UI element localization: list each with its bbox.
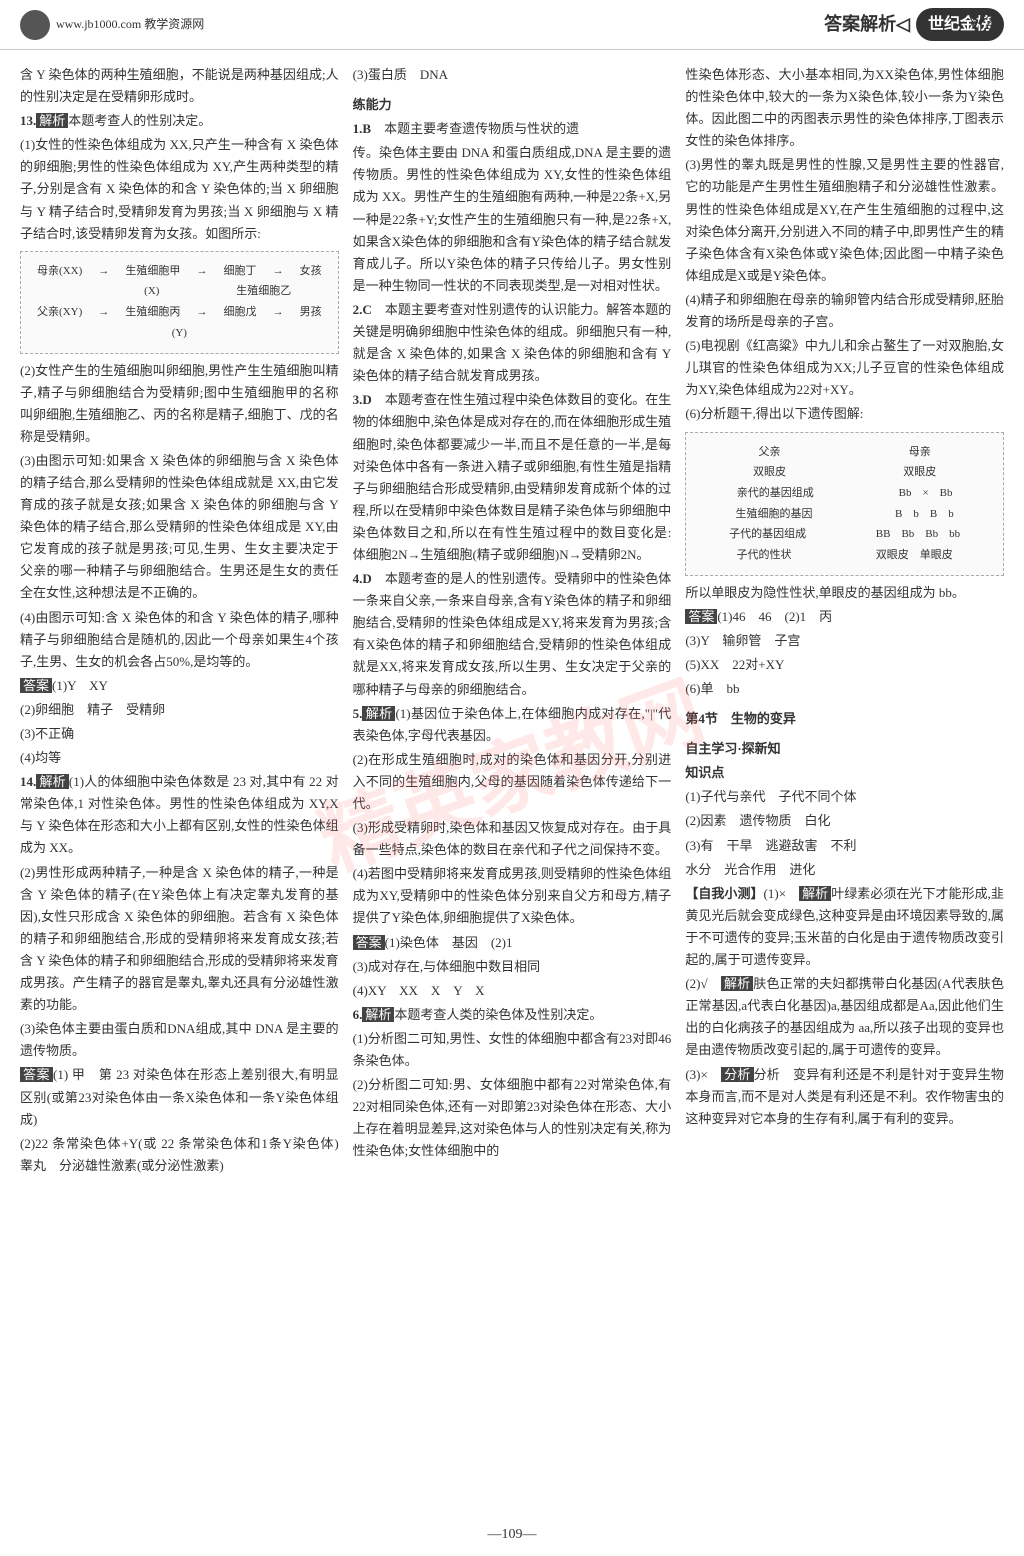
page-header: www.jb1000.com 教学资源网 答案解析 ◁ 世纪金榜 <box>0 0 1024 50</box>
zhishi-2: (2)因素 遗传物质 白化 <box>685 810 1004 832</box>
q14: 14.解析(1)人的体细胞中染色体数是 23 对,其中有 22 对常染色体,1 … <box>20 771 339 859</box>
p2: 2.C 本题主要考查对性别遗传的认识能力。解答本题的关键是明确卵细胞中性染色体的… <box>353 299 672 387</box>
zhishi: 知识点 <box>685 762 1004 784</box>
subtitle: 自主学习·探新知 <box>685 738 1004 760</box>
conclusion: 所以单眼皮为隐性性状,单眼皮的基因组成为 bb。 <box>685 582 1004 604</box>
ans14-3: (3)蛋白质 DNA <box>353 64 672 86</box>
p5-4: (4)若图中受精卵将来发育成男孩,则受精卵的性染色体组成为XY,受精卵中的性染色… <box>353 863 672 929</box>
ans6-3: (5)XX 22对+XY <box>685 654 1004 676</box>
ans5-2: (3)成对存在,与体细胞中数目相同 <box>353 956 672 978</box>
ans5: 答案(1)染色体 基因 (2)1 <box>353 932 672 954</box>
p5: 5.解析(1)基因位于染色体上,在体细胞内成对存在,"|"代表染色体,字母代表基… <box>353 703 672 747</box>
c2-intro: 传。染色体主要由 DNA 和蛋白质组成,DNA 是主要的遗传物质。男性的性染色体… <box>353 142 672 297</box>
zhishi-4: 水分 光合作用 进化 <box>685 859 1004 881</box>
title-left: 答案解析 <box>824 10 896 39</box>
ans5-3: (4)XY XX X Y X <box>353 980 672 1002</box>
p5-3: (3)形成受精卵时,染色体和基因又恢复成对存在。由于具备一些特点,染色体的数目在… <box>353 817 672 861</box>
page-number: —109— <box>0 1524 1024 1546</box>
p6-1: (1)分析图二可知,男性、女性的体细胞中都含有23对即46条染色体。 <box>353 1028 672 1072</box>
q13-2: (2)女性产生的生殖细胞叫卵细胞,男性产生生殖细胞叫精子,精子与卵细胞结合为受精… <box>20 360 339 448</box>
ans6-2: (3)Y 输卵管 子宫 <box>685 630 1004 652</box>
q14-3: (3)染色体主要由蛋白质和DNA组成,其中 DNA 是主要的遗传物质。 <box>20 1018 339 1062</box>
p4: 4.D 本题考查的是人的性别遗传。受精卵中的性染色体一条来自父亲,一条来自母亲,… <box>353 568 672 701</box>
q13-1: (1)女性的性染色体组成为 XX,只产生一种含有 X 染色体的卵细胞;男性的性染… <box>20 134 339 244</box>
diagram1: 母亲(XX)→生殖细胞甲→细胞丁→女孩 (X)生殖细胞乙 父亲(XY)→生殖细胞… <box>20 251 339 354</box>
ans6: 答案(1)46 46 (2)1 丙 <box>685 606 1004 628</box>
zhishi-1: (1)子代与亲代 子代不同个体 <box>685 786 1004 808</box>
q13: 13.解析本题考查人的性别决定。 <box>20 110 339 132</box>
c3-intro: 性染色体形态、大小基本相同,为XX染色体,男性体细胞的性染色体中,较大的一条为X… <box>685 64 1004 152</box>
ans13-4: (4)均等 <box>20 747 339 769</box>
ans13-2: (2)卵细胞 精子 受精卵 <box>20 699 339 721</box>
p6-4: (4)精子和卵细胞在母亲的输卵管内结合形成受精卵,胚胎发育的场所是母亲的子宫。 <box>685 289 1004 333</box>
practice: 练能力 <box>353 94 672 116</box>
bird-icon: 🕊 <box>969 10 994 42</box>
logo-left: www.jb1000.com 教学资源网 <box>20 10 204 40</box>
diagram2: 父亲母亲 双眼皮双眼皮 亲代的基因组成Bb × Bb 生殖细胞的基因B b B … <box>685 432 1004 576</box>
ans6-4: (6)单 bb <box>685 678 1004 700</box>
ans13-3: (3)不正确 <box>20 723 339 745</box>
q13-4: (4)由图示可知:含 X 染色体的和含 Y 染色体的精子,哪种精子与卵细胞结合是… <box>20 607 339 673</box>
q13-3: (3)由图示可知:如果含 X 染色体的卵细胞与含 X 染色体的精子结合,那么受精… <box>20 450 339 605</box>
logo-icon <box>20 10 50 40</box>
ziwo: 【自我小测】(1)× 解析叶绿素必须在光下才能形成,韭黄见光后就会变成绿色,这种… <box>685 883 1004 971</box>
ans14-2: (2)22 条常染色体+Y(或 22 条常染色体和1条Y染色体) 睾丸 分泌雄性… <box>20 1133 339 1177</box>
zhishi-3: (3)有 干旱 逃避敌害 不利 <box>685 835 1004 857</box>
ziwo-3: (3)× 分析分析 变异有利还是不利是针对于变异生物本身而言,而不是对人类是有利… <box>685 1064 1004 1130</box>
c1-intro: 含 Y 染色体的两种生殖细胞，不能说是两种基因组成;人的性别决定是在受精卵形成时… <box>20 64 339 108</box>
site-name: 教学资源网 <box>144 15 204 34</box>
q14-2: (2)男性形成两种精子,一种是含 X 染色体的精子,一种是含 Y 染色体的精子(… <box>20 862 339 1017</box>
p6: 6.解析本题考查人类的染色体及性别决定。 <box>353 1004 672 1026</box>
p6-2: (2)分析图二可知:男、女体细胞中都有22对常染色体,有22对相同染色体,还有一… <box>353 1074 672 1162</box>
site-url: www.jb1000.com <box>56 15 141 34</box>
content-columns: 含 Y 染色体的两种生殖细胞，不能说是两种基因组成;人的性别决定是在受精卵形成时… <box>0 50 1024 1191</box>
ans13: 答案(1)Y XY <box>20 675 339 697</box>
p6-5: (5)电视剧《红高粱》中九儿和余占鳌生了一对双胞胎,女儿琪官的性染色体组成为XX… <box>685 335 1004 401</box>
ziwo-2: (2)√ 解析肤色正常的夫妇都携带白化基因(A代表肤色正常基因,a代表白化基因)… <box>685 973 1004 1061</box>
p3: 3.D 本题考查在性生殖过程中染色体数目的变化。在生物的体细胞中,染色体是成对存… <box>353 389 672 566</box>
p6-3: (3)男性的睾丸既是男性的性腺,又是男性主要的性器官,它的功能是产生男性生殖细胞… <box>685 154 1004 287</box>
p1: 1.B 本题主要考查遗传物质与性状的遗 <box>353 118 672 140</box>
p5-2: (2)在形成生殖细胞时,成对的染色体和基因分开,分别进入不同的生殖细胞内,父母的… <box>353 749 672 815</box>
ans14: 答案(1) 甲 第 23 对染色体在形态上差别很大,有明显区别(或第23对染色体… <box>20 1064 339 1130</box>
section4: 第4节 生物的变异 <box>685 708 1004 730</box>
p6-6: (6)分析题干,得出以下遗传图解: <box>685 403 1004 425</box>
